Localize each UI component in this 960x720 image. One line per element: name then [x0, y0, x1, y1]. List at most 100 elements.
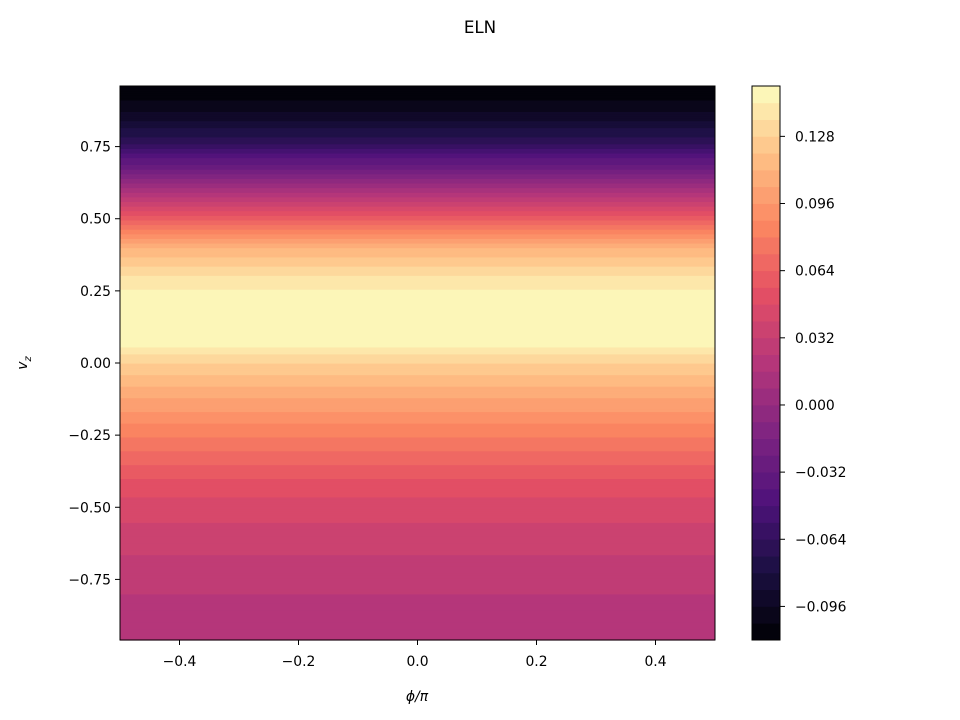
- y-tick-label: 0.25: [80, 284, 111, 300]
- heatmap-band: [120, 247, 715, 251]
- heatmap-plot: −0.4 −0.2 0.0 0.2 0.4 0.75 0.50 0.25 0.00 −0.25 −…: [68, 85, 716, 670]
- heatmap-band: [120, 97, 715, 101]
- heatmap-band: [120, 489, 715, 493]
- heatmap-band: [120, 605, 715, 609]
- heatmap-band: [120, 152, 715, 156]
- heatmap-band: [120, 307, 715, 311]
- heatmap-band: [120, 510, 715, 514]
- heatmap-band: [120, 496, 715, 500]
- heatmap-band: [120, 517, 715, 521]
- heatmap-band: [120, 203, 715, 207]
- heatmap-band: [120, 136, 715, 140]
- colorbar-level: [752, 253, 780, 272]
- heatmap-band: [120, 344, 715, 348]
- heatmap-band: [120, 210, 715, 214]
- heatmap-band: [120, 316, 715, 320]
- heatmap-band: [120, 249, 715, 253]
- heatmap-band: [120, 586, 715, 590]
- heatmap-band: [120, 305, 715, 309]
- heatmap-band: [120, 423, 715, 426]
- colorbar-level: [752, 337, 780, 356]
- heatmap-band: [120, 300, 715, 304]
- heatmap-band: [120, 416, 715, 419]
- heatmap-band: [120, 478, 715, 482]
- heatmap-band: [120, 146, 715, 149]
- colorbar-level: [752, 237, 780, 255]
- heatmap-band: [120, 596, 715, 600]
- heatmap-band: [120, 480, 715, 484]
- heatmap-band: [120, 229, 715, 233]
- heatmap-band: [120, 607, 715, 611]
- heatmap-band: [120, 579, 715, 583]
- heatmap-band: [120, 245, 715, 249]
- y-axis-label-sub: z: [23, 356, 34, 363]
- colorbar-frame: [751, 85, 781, 641]
- heatmap-band: [120, 506, 715, 510]
- heatmap-band: [120, 194, 715, 198]
- heatmap-band: [120, 434, 715, 438]
- colorbar-level: [752, 589, 780, 607]
- heatmap-band: [120, 212, 715, 216]
- heatmap-band: [120, 155, 715, 159]
- heatmap-band: [120, 568, 715, 572]
- x-tick-label: −0.2: [282, 654, 316, 670]
- heatmap-band: [120, 383, 715, 387]
- heatmap-band: [120, 603, 715, 606]
- heatmap-band: [120, 268, 715, 272]
- colorbar-level: [752, 505, 780, 523]
- heatmap-band: [120, 448, 715, 452]
- heatmap-band: [120, 296, 715, 299]
- heatmap-band: [120, 367, 715, 371]
- heatmap-band: [120, 409, 715, 413]
- heatmap-band: [120, 393, 715, 396]
- heatmap-band: [120, 335, 715, 339]
- heatmap-band: [120, 462, 715, 466]
- heatmap-band: [120, 566, 715, 570]
- colorbar-level: [752, 488, 780, 507]
- heatmap-band: [120, 626, 715, 630]
- heatmap-band: [120, 233, 715, 237]
- heatmap-band: [120, 623, 715, 627]
- heatmap-band: [120, 540, 715, 544]
- colorbar-level: [752, 522, 780, 540]
- x-tick-label: 0.4: [644, 654, 666, 670]
- colorbar-level: [752, 539, 780, 557]
- heatmap-band: [120, 619, 715, 623]
- heatmap-band: [120, 395, 715, 399]
- heatmap-band: [120, 148, 715, 152]
- heatmap-band: [120, 533, 715, 537]
- heatmap-band: [120, 621, 715, 625]
- heatmap-band: [120, 256, 715, 260]
- heatmap-band: [120, 326, 715, 329]
- heatmap-band: [120, 95, 715, 99]
- heatmap-band: [120, 263, 715, 267]
- heatmap-band: [120, 164, 715, 168]
- heatmap-band: [120, 591, 715, 595]
- heatmap-band: [120, 349, 715, 353]
- heatmap-band: [120, 122, 715, 126]
- colorbar-tick-label: −0.064: [795, 532, 847, 548]
- colorbar-level: [752, 404, 780, 423]
- heatmap-band: [120, 508, 715, 512]
- heatmap-band: [120, 272, 715, 276]
- heatmap-band: [120, 206, 715, 209]
- heatmap-band: [120, 116, 715, 119]
- heatmap-band: [120, 499, 715, 503]
- heatmap-band: [120, 473, 715, 477]
- heatmap-band: [120, 337, 715, 341]
- heatmap-band: [120, 397, 715, 401]
- heatmap-band: [120, 125, 715, 129]
- heatmap-band: [120, 99, 715, 103]
- heatmap-band: [120, 309, 715, 313]
- heatmap-band: [120, 242, 715, 246]
- heatmap-band: [120, 432, 715, 436]
- heatmap-band: [120, 176, 715, 179]
- heatmap-band: [120, 266, 715, 269]
- heatmap-band: [120, 120, 715, 124]
- heatmap-band: [120, 554, 715, 558]
- colorbar-level: [752, 354, 780, 372]
- heatmap-band: [120, 289, 715, 293]
- x-axis: −0.4 −0.2 0.0 0.2 0.4: [163, 640, 667, 670]
- heatmap-band: [120, 425, 715, 429]
- heatmap-band: [120, 132, 715, 136]
